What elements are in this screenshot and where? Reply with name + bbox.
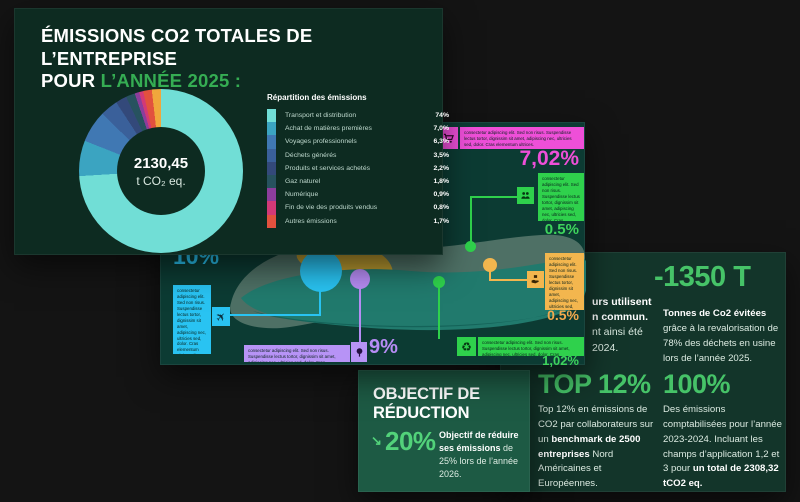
legend-swatch [267, 201, 276, 215]
connector-line [489, 270, 491, 281]
legend-swatch [267, 148, 276, 162]
legend-row: Gaz naturel 1,8% [267, 174, 450, 189]
shopping-cart-icon [439, 127, 458, 149]
legend-value: 7,0% [433, 125, 450, 133]
legend-label: Achat de matières premières [285, 125, 372, 133]
legend-value: 74% [435, 112, 449, 120]
emissions-legend: Répartition des émissions Transport et d… [267, 93, 449, 228]
connector-line [438, 287, 440, 339]
emissions-donut-chart: 2130,45 t CO₂ eq. [79, 89, 243, 253]
legend-swatch [267, 135, 276, 149]
recycle-note: consectetur adipiscing elit. Sed non ris… [478, 337, 584, 356]
recycle-percentage: 1,02% [542, 353, 579, 368]
legend-row: Déchets générés 3,5% [267, 148, 450, 162]
legend-label: Fin de vie des produits vendus [285, 204, 378, 212]
legend-label: Produits et services achetés [285, 164, 371, 172]
title-year-highlight: L’ANNÉE 2025 : [100, 70, 242, 92]
clipped-text-line: n commun. [592, 311, 649, 324]
legend-value: 1,8% [433, 178, 450, 186]
tree-icon [351, 342, 367, 362]
legend-swatch [267, 122, 276, 136]
objective-percentage: 20% [385, 426, 436, 456]
legend-rows: Transport et distribution 74% Achat de mat… [267, 109, 449, 228]
legend-value: 0,9% [433, 191, 450, 199]
objective-slide: OBJECTIF DE RÉDUCTION ↘ 20% Objectif de … [358, 370, 530, 492]
legend-value: 1,7% [433, 217, 450, 225]
people-note: consectetur adipiscing elit. Sed non ris… [538, 173, 584, 221]
legend-row: Achat de matières premières 7,0% [267, 122, 450, 136]
legend-row: Voyages professionnels 6,3% [267, 135, 450, 149]
tree-percentage: 9% [369, 336, 398, 358]
plane-note: consectetur adipiscing elit. Sed non ris… [173, 285, 211, 354]
legend-swatch [267, 214, 276, 228]
connector-line [319, 269, 321, 316]
plane-node-marker [300, 250, 342, 292]
legend-row: Fin de vie des produits vendus 0,8% [267, 201, 450, 215]
cart-percentage: 7,02% [519, 147, 579, 170]
hand-note: consectetur adipiscing elit. Sed non ris… [545, 253, 584, 310]
tree-node-marker [350, 269, 370, 289]
legend-title: Répartition des émissions [267, 93, 367, 102]
legend-row: Numérique 0,9% [267, 188, 450, 202]
top12-text: Top 12% en émissions de CO2 par collabor… [538, 404, 654, 490]
legend-value: 6,3% [433, 138, 450, 146]
legend-label: Déchets générés [285, 151, 337, 159]
people-percentage: 0.5% [544, 221, 579, 238]
tonnes-avoided-text: Tonnes de Co2 évitées grâce à la revalor… [663, 308, 779, 364]
legend-label: Numérique [285, 191, 319, 199]
airplane-icon: ✈ [212, 307, 230, 326]
legend-swatch [267, 109, 276, 123]
clipped-text-line: 2024. [592, 341, 619, 354]
legend-row: Transport et distribution 74% [267, 109, 449, 123]
clipped-text-column: urs utilisent n commun. nt ainsi été 2024. [592, 295, 652, 356]
connector-line [470, 196, 472, 244]
hand-node-marker [483, 258, 497, 272]
connector-line [471, 196, 518, 198]
objective-text: Objectif de réduire ses émissions de 25%… [439, 430, 519, 480]
cart-note: consectetur adipiscing elit. Sed non ris… [460, 127, 584, 149]
donut-center: 2130,45 t CO₂ eq. [117, 127, 205, 215]
hundred-text: Des émissions comptabilisées pour l’anné… [663, 404, 782, 490]
legend-value: 0,8% [433, 204, 450, 212]
clipped-text-line: nt ainsi été [592, 326, 643, 339]
legend-value: 2,2% [433, 164, 450, 172]
legend-swatch [267, 188, 276, 202]
total-emissions-value: 2130,45 [133, 154, 189, 172]
legend-label: Voyages professionnels [285, 138, 357, 146]
legend-row: Produits et services achetés 2,2% [267, 161, 450, 175]
connector-line [489, 279, 527, 281]
legend-value: 3,5% [433, 151, 450, 159]
hand-percentage: 0.5% [547, 307, 579, 323]
legend-swatch [267, 174, 276, 189]
connector-line [359, 288, 361, 345]
results-slide: urs utilisent n commun. nt ainsi été 2024. … [500, 252, 786, 492]
total-emissions-slide: ÉMISSIONS CO2 TOTALES DE L’ENTREPRISE PO… [14, 8, 449, 255]
recycle-node-marker [433, 276, 445, 288]
people-icon [517, 187, 534, 204]
down-right-arrow-icon: ↘ [371, 433, 382, 448]
tree-note: consectetur adipiscing elit. Sed non ris… [244, 345, 350, 362]
clipped-text-line: urs utilisent [592, 296, 652, 308]
people-node-marker [465, 241, 476, 252]
legend-label: Gaz naturel [285, 178, 321, 186]
slide-title: ÉMISSIONS CO2 TOTALES DE L’ENTREPRISE PO… [41, 25, 313, 92]
hundred-headline: 100% [663, 369, 731, 399]
recycle-icon: ♻ [457, 337, 476, 356]
legend-label: Transport et distribution [285, 112, 357, 120]
connector-line [230, 314, 321, 316]
giving-hand-icon [527, 271, 544, 288]
legend-row: Autres émissions 1,7% [267, 214, 450, 228]
objective-title: OBJECTIF DE RÉDUCTION [373, 385, 480, 423]
top12-headline: TOP 12% [538, 369, 651, 399]
total-emissions-unit: t CO₂ eq. [136, 173, 186, 188]
legend-label: Autres émissions [285, 217, 337, 225]
tonnes-avoided-headline: -1350 T [654, 261, 751, 293]
legend-swatch [267, 161, 276, 175]
